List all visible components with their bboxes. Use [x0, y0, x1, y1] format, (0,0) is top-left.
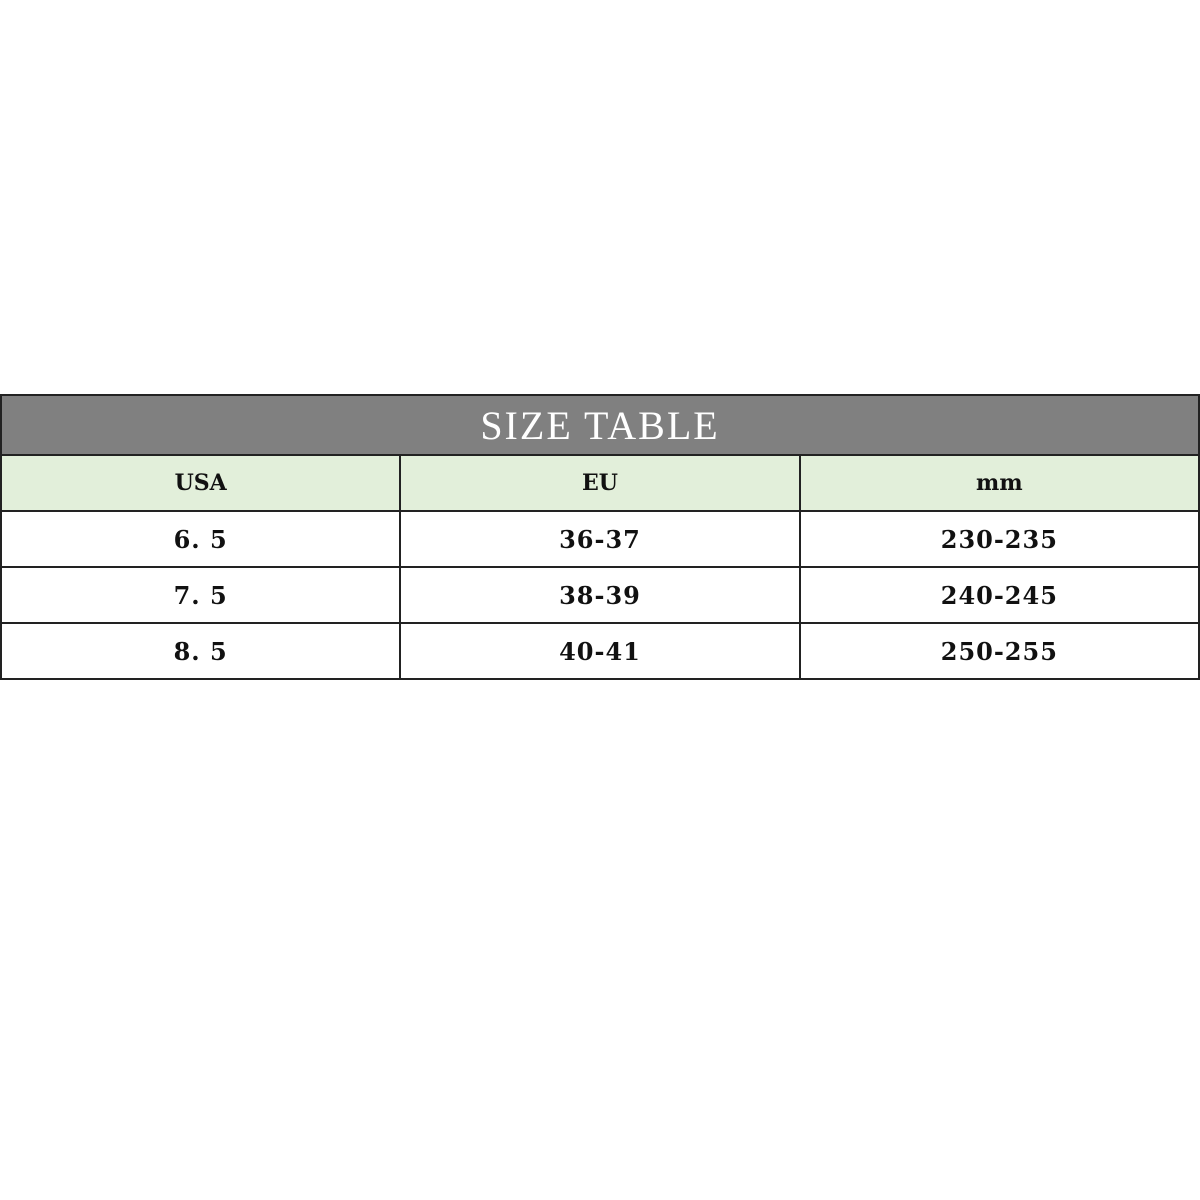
table-row: 6. 5 36-37 230-235: [0, 510, 1200, 568]
cell-mm: 230-235: [798, 510, 1200, 568]
cell-eu: 40-41: [399, 622, 801, 680]
table-title: SIZE TABLE: [0, 394, 1200, 456]
header-eu: EU: [399, 454, 801, 512]
header-usa: USA: [0, 454, 402, 512]
header-mm: mm: [798, 454, 1200, 512]
cell-usa: 6. 5: [0, 510, 402, 568]
cell-mm: 250-255: [798, 622, 1200, 680]
cell-eu: 36-37: [399, 510, 801, 568]
cell-mm: 240-245: [798, 566, 1200, 624]
size-table: SIZE TABLE USA EU mm 6. 5 36-37 230-235 …: [0, 394, 1200, 680]
cell-usa: 7. 5: [0, 566, 402, 624]
table-row: 8. 5 40-41 250-255: [0, 622, 1200, 680]
table-row: 7. 5 38-39 240-245: [0, 566, 1200, 624]
cell-eu: 38-39: [399, 566, 801, 624]
header-row: USA EU mm: [0, 454, 1200, 512]
cell-usa: 8. 5: [0, 622, 402, 680]
